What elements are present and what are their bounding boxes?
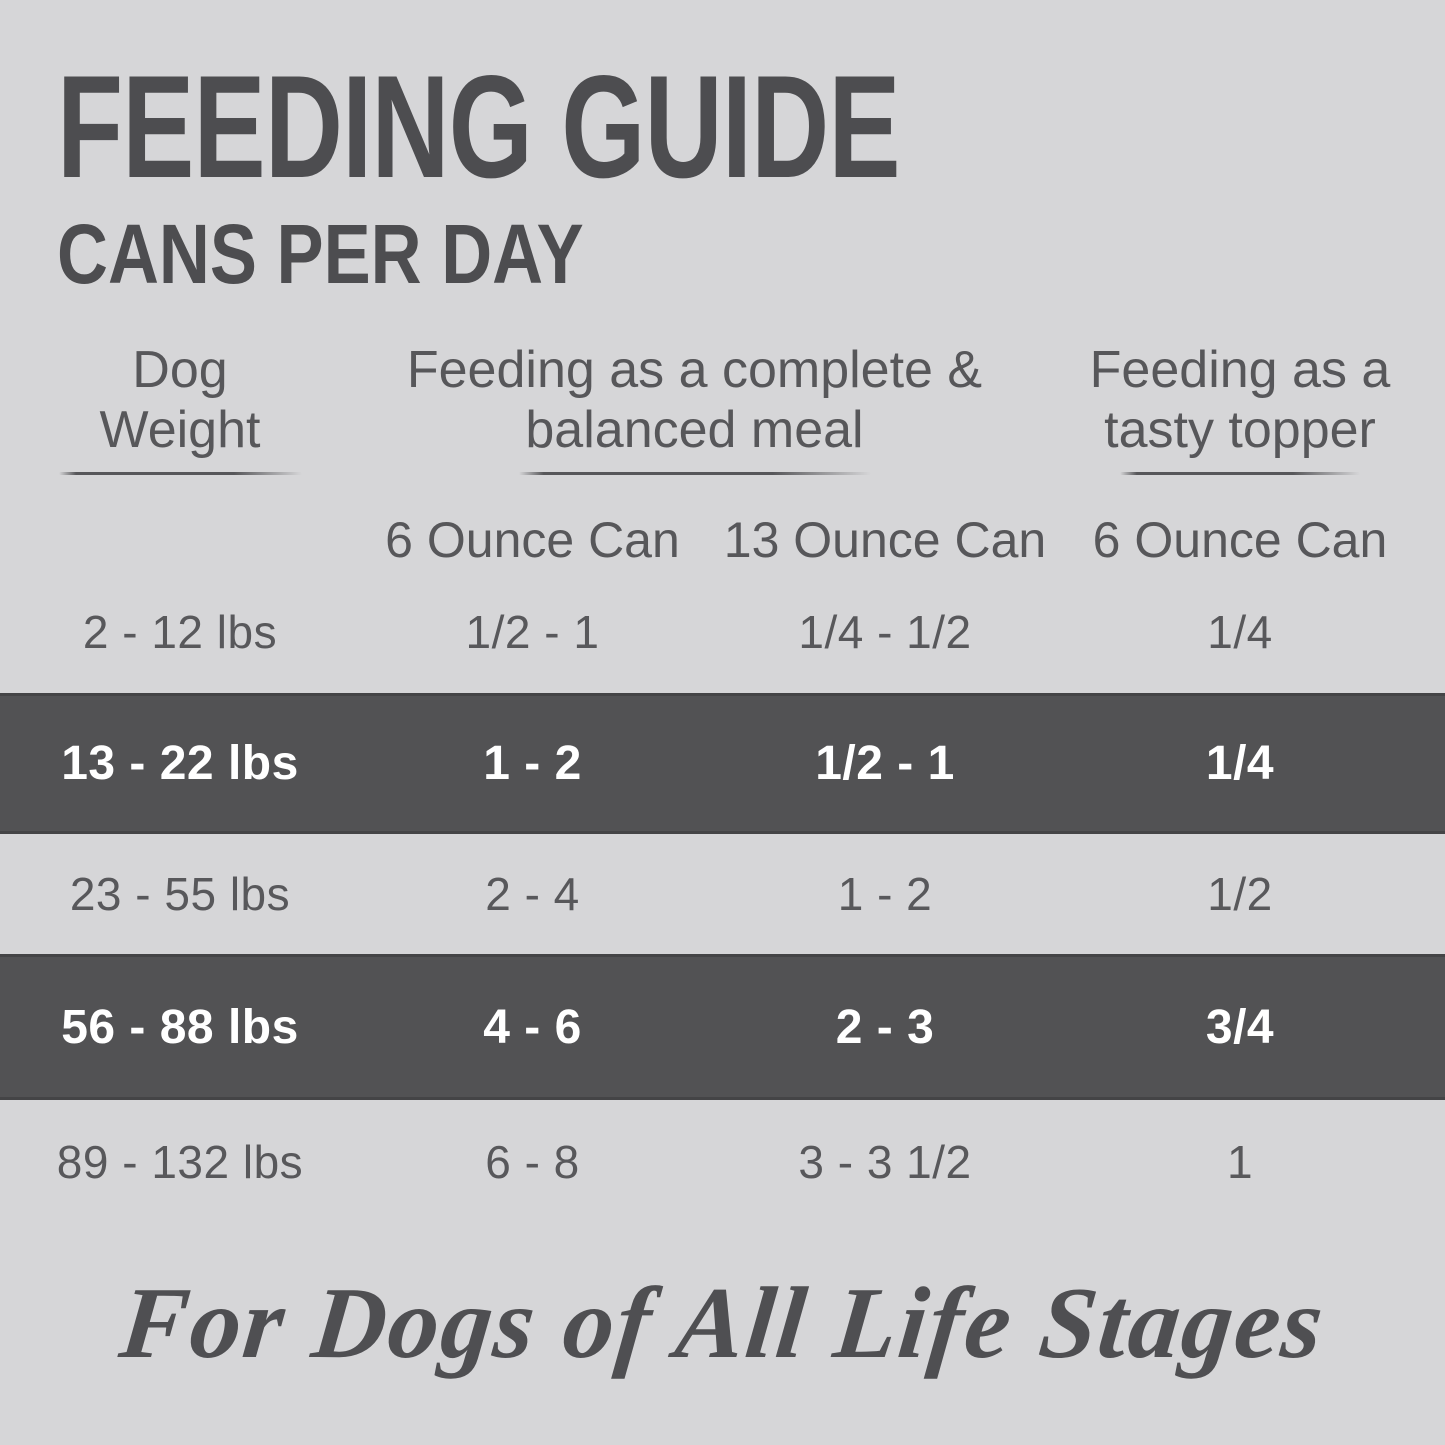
subheader-spacer xyxy=(0,509,360,571)
weight-cell: 13 - 22 lbs xyxy=(61,737,299,790)
column-header-line: Dog xyxy=(132,341,228,399)
column-header-line: Feeding as a xyxy=(1089,341,1391,399)
header-underline xyxy=(518,472,871,475)
table-row-highlighted: 56 - 88 lbs 4 - 6 2 - 3 3/4 xyxy=(0,954,1445,1100)
value-cell-13oz-meal: 2 - 3 xyxy=(835,1000,935,1054)
value-cell-topper: 1/4 xyxy=(1207,606,1273,658)
value-cell-6oz-meal: 1 - 2 xyxy=(483,737,582,790)
value-cell-13oz-meal: 1/2 - 1 xyxy=(815,737,955,790)
value-cell-6oz-meal: 2 - 4 xyxy=(485,868,580,920)
column-header-line: tasty topper xyxy=(1104,401,1376,459)
page-subtitle: CANS PER DAY xyxy=(57,207,584,301)
weight-cell: 23 - 55 lbs xyxy=(69,868,291,920)
header-underline xyxy=(58,472,302,475)
value-cell-topper: 1/4 xyxy=(1205,737,1275,790)
weight-cell: 56 - 88 lbs xyxy=(61,1000,299,1054)
column-header-complete-meal: Feeding as a complete & balanced meal xyxy=(342,340,1047,475)
value-cell-13oz-meal: 3 - 3 1/2 xyxy=(798,1136,972,1188)
column-header-line: Weight xyxy=(99,401,261,459)
value-cell-topper: 1 xyxy=(1226,1136,1254,1188)
column-header-tasty-topper: Feeding as a tasty topper xyxy=(1065,340,1415,475)
subheader-6oz-can-topper: 6 Ounce Can xyxy=(1092,512,1388,568)
value-cell-6oz-meal: 4 - 6 xyxy=(483,1000,582,1054)
column-header-line: Feeding as a complete & xyxy=(406,341,983,399)
table-row: 89 - 132 lbs 6 - 8 3 - 3 1/2 1 xyxy=(0,1100,1445,1224)
column-header-line: balanced meal xyxy=(525,401,864,459)
subheader-13oz-can-meal: 13 Ounce Can xyxy=(723,512,1047,568)
subheader-6oz-can-meal: 6 Ounce Can xyxy=(385,512,680,568)
value-cell-topper: 3/4 xyxy=(1205,1000,1275,1054)
table-header-row: Dog Weight Feeding as a complete & balan… xyxy=(0,340,1445,475)
value-cell-topper: 1/2 xyxy=(1207,868,1273,920)
column-header-dog-weight: Dog Weight xyxy=(0,340,360,475)
footer-tagline: For Dogs of All Life Stages xyxy=(114,1267,1331,1380)
value-cell-6oz-meal: 6 - 8 xyxy=(485,1136,580,1188)
header-underline xyxy=(1120,472,1360,475)
table-row: 2 - 12 lbs 1/2 - 1 1/4 - 1/2 1/4 xyxy=(0,571,1445,693)
weight-cell: 2 - 12 lbs xyxy=(82,606,278,658)
value-cell-13oz-meal: 1/4 - 1/2 xyxy=(798,606,972,658)
weight-cell: 89 - 132 lbs xyxy=(56,1136,304,1188)
feeding-table: Dog Weight Feeding as a complete & balan… xyxy=(0,340,1445,1224)
value-cell-6oz-meal: 1/2 - 1 xyxy=(465,606,600,658)
table-row-highlighted: 13 - 22 lbs 1 - 2 1/2 - 1 1/4 xyxy=(0,693,1445,834)
page-title: FEEDING GUIDE xyxy=(57,45,901,208)
table-row: 23 - 55 lbs 2 - 4 1 - 2 1/2 xyxy=(0,834,1445,954)
value-cell-13oz-meal: 1 - 2 xyxy=(837,868,933,920)
table-subheader-row: 6 Ounce Can 13 Ounce Can 6 Ounce Can xyxy=(0,509,1445,571)
